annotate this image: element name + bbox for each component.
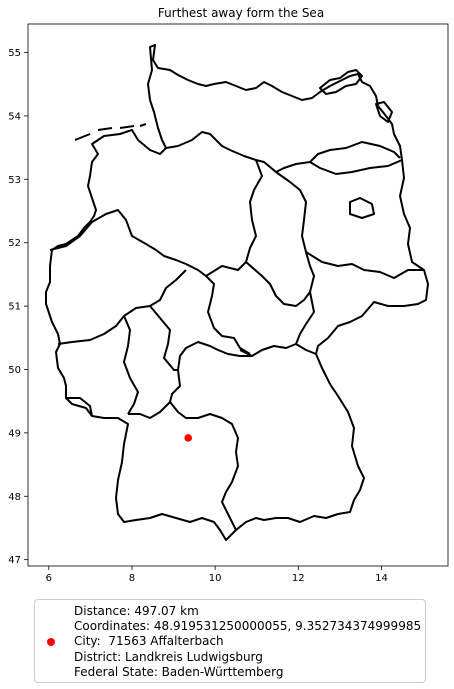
legend: Distance: 497.07 km Coordinates: 48.91953… [34,599,426,683]
x-axis: 6 8 10 12 14 [46,566,388,584]
plot-frame [27,23,449,567]
furthest-point-marker [184,434,193,442]
y-tick-label: 50 [8,365,21,376]
north-sea-islands [74,123,147,141]
x-tick-label: 6 [46,573,52,584]
border-nrw-south [57,269,187,371]
border-hesse-bavaria [169,341,252,531]
y-tick-label: 48 [8,492,21,503]
baltic-islands [319,69,393,123]
y-tick-label: 49 [8,428,21,439]
border-north [165,131,401,173]
x-tick-label: 10 [209,573,222,584]
map-title: Furthest away form the Sea [158,6,324,20]
legend-coordinates: Coordinates: 48.919531250000055, 9.35273… [74,619,422,634]
border-central-west [49,209,251,355]
border-lower-saxony-east [205,159,263,277]
y-axis: 47 48 49 50 51 52 53 54 55 [8,48,28,566]
border-brandenburg [305,159,424,279]
legend-city: City: 71563 Affalterbach [74,634,224,649]
y-tick-label: 51 [8,302,21,313]
y-tick-label: 55 [8,48,21,59]
y-tick-label: 54 [8,111,21,122]
legend-district: District: Landkreis Ludwigsburg [74,649,263,664]
legend-text: Distance: 497.07 km Coordinates: 48.91953… [74,604,421,680]
map-figure: Furthest away form the Sea 6 8 10 12 14 47 48… [8,6,449,584]
x-tick-label: 8 [129,573,135,584]
y-tick-label: 52 [8,238,21,249]
y-tick-label: 47 [8,555,21,566]
border-saxony-anhalt [245,171,315,307]
border-bw-north [128,401,171,419]
x-tick-label: 12 [292,573,305,584]
legend-marker-icon [47,638,55,646]
legend-distance: Distance: 497.07 km [74,604,199,618]
state-borders [45,44,429,541]
x-tick-label: 14 [375,573,388,584]
border-rlp-saarland [66,315,139,417]
country-outline [45,44,429,541]
border-thuringia-saxony [239,291,317,357]
y-tick-label: 53 [8,175,21,186]
legend-state: Federal State: Baden-Württemberg [74,664,284,679]
